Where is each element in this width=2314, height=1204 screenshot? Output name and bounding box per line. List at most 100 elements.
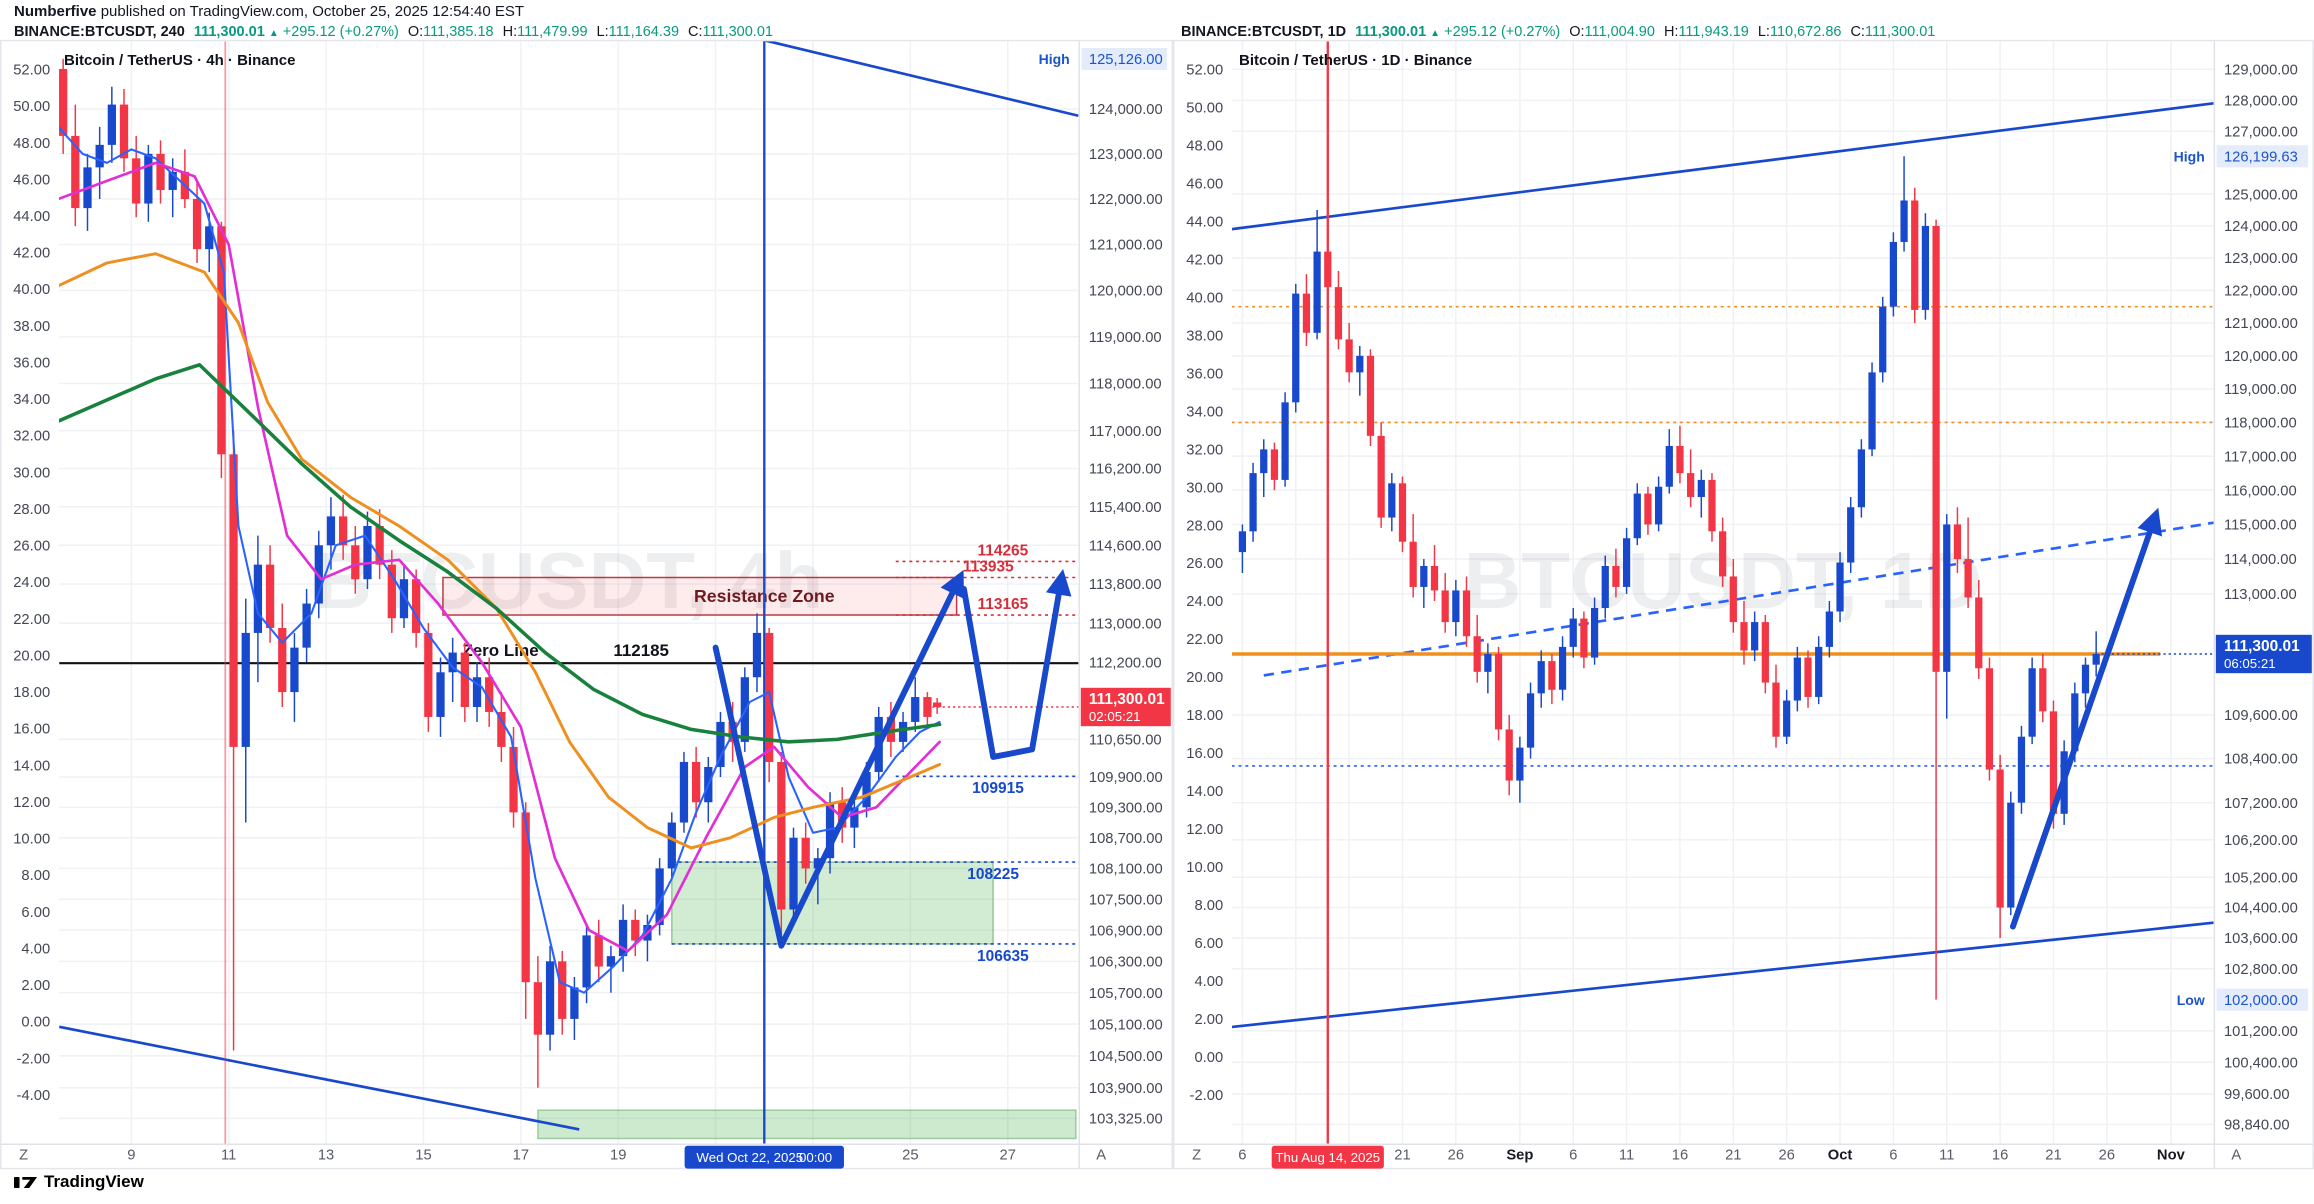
- candle: [168, 171, 177, 190]
- legend-close-value: 111,300.01: [1864, 24, 1936, 40]
- level-label: 106635: [977, 948, 1029, 965]
- candle: [1761, 622, 1769, 683]
- candle: [71, 135, 80, 209]
- candle: [933, 702, 942, 707]
- candle: [777, 761, 786, 910]
- svg-text:102,000.00: 102,000.00: [2224, 993, 2298, 1009]
- candle: [1868, 372, 1876, 450]
- tradingview-mark-icon: [14, 1176, 38, 1188]
- last-price-value: 111,300.01: [1089, 691, 1165, 708]
- svg-text:126,199.63: 126,199.63: [2224, 149, 2298, 165]
- upper-trendline: [763, 41, 1079, 118]
- indicator-tick: 10.00: [13, 832, 50, 848]
- legend-low-value: 110,672.86: [1769, 24, 1842, 40]
- indicator-axis[interactable]: 52.00 50.00 48.00 46.00 44.00 42.00 40.00 38.00…: [13, 63, 50, 1104]
- candle: [1900, 200, 1908, 242]
- tradingview-logo[interactable]: TradingView: [14, 1172, 144, 1192]
- legend-close-label: C:: [688, 24, 703, 40]
- indicator-tick: 32.00: [13, 429, 50, 445]
- price-tick: 129,000.00: [2224, 63, 2298, 79]
- candle: [448, 652, 457, 673]
- price-tick: 119,000.00: [1089, 330, 1162, 346]
- candle: [1558, 646, 1567, 690]
- candle: [1847, 507, 1855, 563]
- candle: [765, 632, 774, 762]
- candle: [1953, 524, 1962, 560]
- candle: [1420, 565, 1428, 587]
- time-tick: 21: [1394, 1148, 1410, 1164]
- time-axis[interactable]: 6 21 26 Sep 6 11 16 21 26 Oct 6 11 16 21 26 Nov Z A Thu Au…: [1192, 1145, 2241, 1169]
- chart-canvas-1d[interactable]: BTCUSDT, 1D 129,000.00 128,000.00 127,000.0…: [1173, 0, 2314, 1204]
- candle: [655, 868, 664, 926]
- indicator-axis[interactable]: 52.00 50.00 48.00 46.00 44.00 42.00 40.00 38.00…: [1186, 63, 1223, 1104]
- candle: [1601, 565, 1609, 608]
- price-tick: 113,000.00: [2224, 587, 2297, 603]
- indicator-tick: 8.00: [21, 868, 50, 884]
- chart-border: [0, 39, 1173, 1170]
- candle: [1526, 693, 1535, 748]
- legend-open-label: O:: [407, 24, 424, 40]
- zero-line-label: 112185: [613, 641, 669, 660]
- price-tick: 108,700.00: [1089, 831, 1163, 847]
- low-marker-text: Low: [2177, 992, 2205, 1008]
- indicator-tick: 4.00: [21, 941, 50, 957]
- candle: [265, 564, 275, 628]
- price-axis[interactable]: 124,000.00 123,000.00 122,000.00 121,000.00…: [1039, 47, 1171, 1128]
- indicator-tick: 40.00: [13, 282, 50, 298]
- candle: [667, 822, 676, 869]
- candle: [1580, 618, 1588, 658]
- ma-blue: [59, 126, 941, 994]
- candle: [850, 807, 859, 828]
- candle: [716, 721, 725, 767]
- time-tick: Z: [1192, 1148, 1201, 1164]
- time-tick: 13: [318, 1148, 334, 1164]
- candle: [825, 802, 835, 859]
- indicator-tick: 6.00: [1194, 936, 1223, 952]
- candle: [1932, 225, 1940, 672]
- indicator-tick: 2.00: [21, 978, 50, 994]
- price-tick: 124,000.00: [1089, 102, 1163, 118]
- candle: [1292, 293, 1300, 403]
- price-tick: 120,000.00: [1089, 284, 1163, 300]
- indicator-tick: 38.00: [1186, 328, 1223, 344]
- indicator-tick: 0.00: [21, 1015, 50, 1031]
- indicator-tick: 28.00: [1186, 518, 1223, 534]
- up-arrow-icon: ▲: [1430, 28, 1441, 39]
- plot-area[interactable]: BTCUSDT, 1D: [1232, 41, 2214, 1144]
- candle: [1687, 473, 1695, 497]
- projection-arrow: [712, 569, 964, 949]
- price-axis[interactable]: 129,000.00 128,000.00 127,000.00 125,000.00…: [2174, 63, 2312, 1134]
- indicator-tick: 48.00: [13, 136, 50, 152]
- legend-1d: BINANCE:BTCUSDT, 1D 111,300.01 ▲ +295.12 …: [1181, 24, 1935, 40]
- time-tick: Z: [19, 1148, 28, 1164]
- price-tick: 109,600.00: [2224, 708, 2298, 724]
- price-tick: 104,500.00: [1089, 1049, 1163, 1065]
- mid-dashed-trendline: [1263, 521, 2214, 677]
- price-tick: 124,000.00: [2224, 219, 2298, 235]
- candle: [192, 199, 202, 250]
- footer: TradingView: [14, 1172, 144, 1195]
- time-tick: 11: [221, 1148, 236, 1164]
- time-tick: 21: [1725, 1148, 1741, 1164]
- indicator-tick: 12.00: [13, 795, 50, 811]
- candle: [2039, 668, 2047, 712]
- chart-canvas-4h[interactable]: BTCUSDT, 4hResistance Zone11426511393511…: [0, 0, 1173, 1204]
- candle: [290, 647, 299, 693]
- level-label: 113935: [963, 559, 1014, 576]
- date-badge: [1271, 1145, 1384, 1169]
- time-tick: 21: [2045, 1148, 2061, 1164]
- price-tick: 123,000.00: [1089, 147, 1163, 163]
- price-tick: 106,300.00: [1089, 955, 1163, 971]
- plot-area[interactable]: BTCUSDT, 4hResistance Zone11426511393511…: [58, 23, 1079, 1144]
- price-tick: 112,200.00: [1089, 656, 1162, 672]
- price-tick: 120,000.00: [2224, 349, 2298, 365]
- candle: [1964, 559, 1972, 598]
- indicator-tick: 30.00: [1186, 480, 1223, 496]
- high-marker-text: High: [1039, 51, 1070, 67]
- candle: [1430, 565, 1439, 591]
- indicator-tick: 22.00: [1186, 632, 1223, 648]
- byline-text: published on TradingView.com, October 25…: [96, 3, 525, 20]
